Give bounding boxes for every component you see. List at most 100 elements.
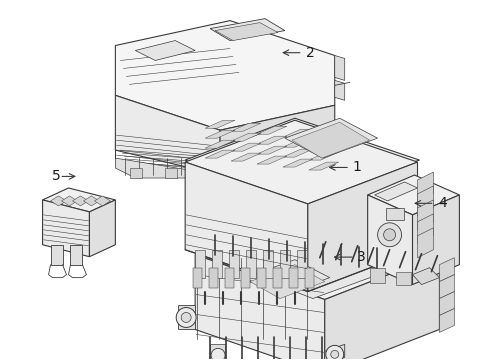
- Text: 1: 1: [352, 161, 361, 175]
- Polygon shape: [440, 309, 454, 332]
- Polygon shape: [325, 255, 440, 360]
- Polygon shape: [208, 217, 424, 298]
- Polygon shape: [95, 196, 110, 206]
- Circle shape: [176, 307, 196, 328]
- Polygon shape: [309, 152, 339, 160]
- Polygon shape: [195, 250, 205, 278]
- Polygon shape: [257, 268, 266, 288]
- Bar: [395, 272, 411, 285]
- Polygon shape: [135, 41, 195, 60]
- Polygon shape: [210, 19, 285, 41]
- Polygon shape: [195, 255, 325, 360]
- Polygon shape: [263, 250, 273, 278]
- Polygon shape: [90, 200, 115, 257]
- Circle shape: [384, 229, 395, 241]
- Polygon shape: [195, 210, 440, 300]
- Polygon shape: [289, 268, 298, 288]
- Polygon shape: [309, 162, 339, 170]
- Polygon shape: [285, 118, 378, 158]
- Text: 5: 5: [52, 170, 61, 183]
- Polygon shape: [440, 258, 454, 282]
- Polygon shape: [417, 186, 434, 216]
- Circle shape: [181, 312, 191, 323]
- Polygon shape: [413, 195, 460, 285]
- Polygon shape: [257, 136, 287, 144]
- Text: 4: 4: [438, 196, 447, 210]
- Polygon shape: [417, 214, 434, 244]
- Polygon shape: [257, 156, 287, 164]
- Polygon shape: [205, 150, 235, 158]
- Polygon shape: [62, 196, 77, 206]
- Polygon shape: [308, 162, 417, 292]
- Polygon shape: [283, 129, 313, 137]
- Text: 3: 3: [357, 250, 366, 264]
- Polygon shape: [375, 182, 417, 201]
- Polygon shape: [115, 150, 220, 178]
- Polygon shape: [43, 188, 115, 212]
- Circle shape: [326, 345, 343, 360]
- Polygon shape: [225, 268, 234, 288]
- Polygon shape: [205, 130, 235, 138]
- Polygon shape: [280, 250, 290, 278]
- Polygon shape: [185, 120, 417, 204]
- Polygon shape: [292, 122, 369, 158]
- Polygon shape: [200, 168, 212, 178]
- Polygon shape: [231, 143, 261, 151]
- Polygon shape: [245, 260, 330, 296]
- Polygon shape: [212, 250, 222, 278]
- Polygon shape: [413, 268, 440, 285]
- Polygon shape: [309, 132, 339, 140]
- Polygon shape: [297, 250, 307, 278]
- Polygon shape: [273, 268, 282, 288]
- Circle shape: [331, 350, 339, 358]
- Polygon shape: [325, 345, 345, 360]
- Circle shape: [211, 348, 225, 360]
- Polygon shape: [83, 196, 99, 206]
- Polygon shape: [215, 23, 278, 41]
- Polygon shape: [241, 268, 250, 288]
- Polygon shape: [440, 275, 454, 298]
- Polygon shape: [250, 265, 325, 298]
- Polygon shape: [231, 123, 261, 131]
- Polygon shape: [231, 133, 261, 141]
- Text: 2: 2: [306, 46, 315, 60]
- Polygon shape: [440, 292, 454, 315]
- Circle shape: [378, 223, 401, 247]
- Polygon shape: [115, 95, 220, 175]
- Polygon shape: [417, 172, 434, 202]
- Polygon shape: [50, 196, 67, 206]
- Polygon shape: [205, 120, 235, 128]
- Polygon shape: [335, 55, 345, 80]
- Polygon shape: [185, 162, 308, 292]
- Polygon shape: [185, 118, 419, 200]
- Polygon shape: [231, 153, 261, 161]
- Polygon shape: [283, 149, 313, 157]
- Polygon shape: [115, 21, 335, 130]
- Polygon shape: [417, 200, 434, 230]
- Polygon shape: [220, 105, 335, 175]
- Polygon shape: [178, 305, 195, 329]
- Polygon shape: [335, 80, 345, 100]
- Polygon shape: [246, 250, 256, 278]
- Polygon shape: [257, 146, 287, 154]
- Polygon shape: [368, 195, 413, 285]
- Bar: [369, 268, 385, 283]
- Polygon shape: [210, 345, 225, 357]
- Polygon shape: [71, 245, 82, 265]
- Polygon shape: [50, 245, 63, 265]
- Polygon shape: [368, 175, 460, 215]
- Bar: [386, 208, 404, 220]
- Polygon shape: [165, 168, 177, 178]
- Polygon shape: [417, 228, 434, 258]
- Polygon shape: [130, 168, 142, 178]
- Polygon shape: [193, 268, 202, 288]
- Polygon shape: [283, 159, 313, 167]
- Polygon shape: [205, 140, 235, 148]
- Polygon shape: [305, 268, 314, 288]
- Polygon shape: [229, 250, 239, 278]
- Polygon shape: [257, 126, 287, 134]
- Polygon shape: [209, 268, 218, 288]
- Polygon shape: [73, 196, 89, 206]
- Polygon shape: [43, 200, 90, 257]
- Polygon shape: [283, 139, 313, 147]
